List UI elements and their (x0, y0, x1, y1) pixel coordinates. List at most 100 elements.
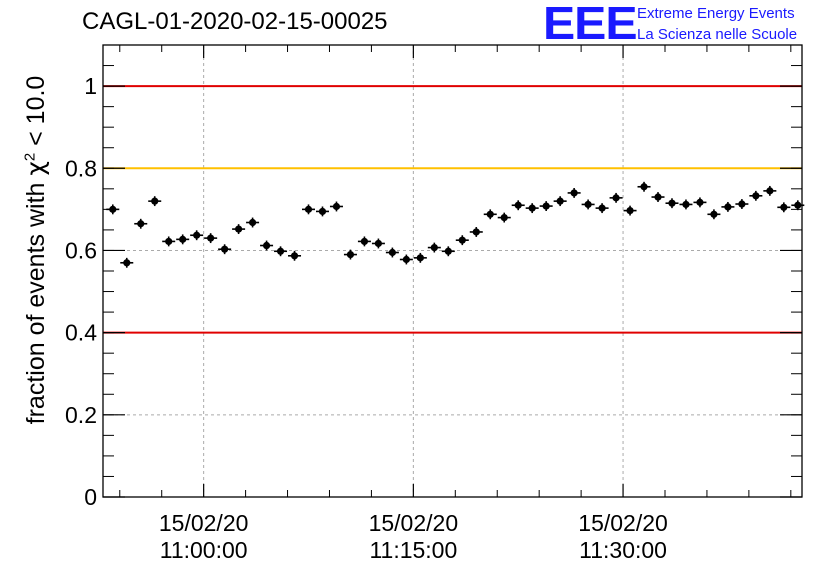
point-marker (374, 239, 383, 248)
data-point (651, 192, 665, 202)
point-marker (654, 193, 662, 201)
point-marker (724, 203, 732, 211)
point-marker (193, 231, 201, 239)
data-point (469, 227, 483, 237)
point-marker (332, 202, 341, 211)
data-point (343, 249, 357, 260)
y-tick-label: 0.2 (65, 402, 97, 428)
point-marker (640, 183, 648, 191)
eee-logo-mark: EEE (543, 0, 638, 49)
data-point (707, 209, 721, 220)
y-tick-label: 1 (84, 73, 97, 99)
data-point (204, 233, 218, 244)
point-marker (794, 201, 802, 209)
point-marker (612, 194, 620, 202)
point-marker (472, 228, 480, 236)
data-point (190, 230, 204, 241)
point-marker (430, 243, 438, 252)
data-point (134, 218, 148, 229)
data-point (176, 234, 190, 245)
point-marker (346, 250, 355, 259)
y-axis-label: fraction of events with χ2 < 10.0 (21, 76, 51, 425)
point-marker (179, 235, 187, 243)
axis-ticks (103, 44, 802, 498)
data-point (399, 254, 413, 265)
data-point (162, 236, 176, 247)
data-point (441, 246, 455, 257)
point-marker (444, 247, 452, 255)
point-marker (752, 192, 760, 200)
point-marker (221, 245, 229, 253)
point-marker (598, 204, 606, 212)
data-point (120, 257, 134, 268)
eee-logo: EEE Extreme Energy Events La Scienza nel… (543, 0, 833, 49)
data-point (581, 199, 595, 210)
reference-lines (103, 85, 802, 334)
point-marker (248, 218, 257, 227)
data-point (777, 202, 791, 213)
logo-line-1: Extreme Energy Events (637, 5, 795, 22)
data-point (483, 209, 497, 220)
point-marker (542, 202, 550, 210)
data-point (274, 246, 288, 257)
data-point (455, 235, 469, 246)
point-marker (123, 259, 131, 267)
point-marker (528, 204, 536, 212)
data-point (218, 244, 232, 255)
x-tick-label-time: 11:15:00 (369, 537, 457, 563)
data-point (679, 199, 693, 210)
data-point (232, 224, 246, 235)
point-marker (514, 201, 522, 209)
data-point (497, 212, 511, 223)
data-point (539, 201, 553, 212)
data-point (623, 205, 637, 216)
point-marker (458, 236, 466, 244)
plot-frame (102, 44, 803, 498)
data-point (385, 247, 399, 258)
data-point (763, 185, 777, 196)
y-tick-label: 0.8 (65, 155, 97, 181)
point-marker (276, 247, 285, 255)
x-tick-label-time: 11:30:00 (579, 537, 667, 563)
data-point (693, 197, 707, 208)
logo-line-2: La Scienza nelle Scuole (637, 26, 798, 43)
data-point (721, 201, 735, 212)
y-axis-label-suffix: < 10.0 (22, 75, 50, 153)
y-axis-label-superscript: 2 (21, 152, 39, 162)
data-point (567, 187, 581, 198)
data-point (609, 192, 623, 203)
data-point (357, 236, 371, 247)
data-point (371, 238, 385, 249)
point-marker (584, 200, 592, 209)
tick-labels: 00.20.40.60.8115/02/2011:00:0015/02/2011… (65, 73, 668, 563)
data-point (413, 252, 427, 263)
data-point (749, 190, 763, 201)
data-point (329, 201, 343, 212)
point-marker (710, 210, 718, 218)
data-point (288, 250, 302, 261)
point-marker (500, 213, 508, 222)
point-marker (207, 234, 215, 242)
chart-title: CAGL-01-2020-02-15-00025 (82, 8, 388, 35)
point-marker (696, 198, 704, 206)
grid-lines (103, 45, 802, 498)
point-marker (262, 241, 271, 250)
data-point (553, 196, 567, 207)
data-point (665, 198, 679, 209)
data-point (315, 206, 329, 217)
data-point (427, 242, 441, 253)
point-marker (668, 199, 676, 207)
x-tick-label-date: 15/02/20 (578, 510, 668, 536)
point-marker (137, 220, 145, 228)
y-axis-label-prefix: fraction of events with (22, 175, 50, 425)
data-point (148, 196, 162, 207)
point-marker (402, 255, 410, 264)
point-marker (626, 206, 634, 215)
point-marker (290, 252, 299, 260)
y-axis-label-symbol: χ (21, 161, 50, 176)
point-marker (318, 207, 327, 216)
data-point (302, 204, 316, 215)
data-point (525, 203, 539, 214)
y-tick-label: 0 (84, 484, 97, 510)
data-point (735, 199, 749, 209)
